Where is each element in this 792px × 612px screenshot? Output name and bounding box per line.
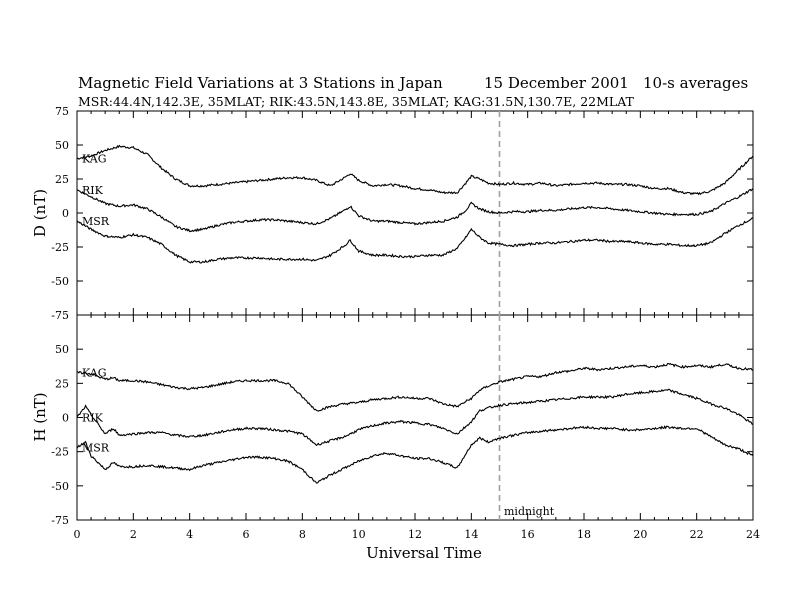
station-label-kag: KAG [82, 153, 107, 166]
station-label-rik: RIK [82, 184, 104, 197]
series-msr-h [76, 425, 754, 484]
station-label-msr: MSR [82, 215, 110, 228]
y-tick-label: 50 [55, 343, 69, 356]
x-tick-label: 12 [408, 528, 422, 541]
x-tick-label: 8 [299, 528, 306, 541]
x-tick-label: 10 [352, 528, 366, 541]
series-kag-d [76, 144, 754, 196]
x-tick-label: 20 [633, 528, 647, 541]
y-tick-label: -75 [51, 514, 69, 527]
y-tick-label: 50 [55, 139, 69, 152]
h-axis-label: H (nT) [31, 392, 49, 441]
x-tick-label: 16 [521, 528, 535, 541]
series-msr-d [76, 217, 754, 264]
panel-h-frame [76, 314, 754, 521]
y-tick-label: -50 [51, 480, 69, 493]
chart-date: 15 December 2001 [484, 74, 629, 92]
station-label-rik: RIK [82, 412, 104, 425]
d-axis-label: D (nT) [31, 189, 49, 237]
y-tick-label: -75 [51, 309, 69, 322]
chart-averaging: 10-s averages [643, 74, 748, 92]
x-tick-label: 24 [746, 528, 760, 541]
x-tick-label: 22 [690, 528, 704, 541]
x-tick-label: 2 [130, 528, 137, 541]
y-tick-label: -50 [51, 275, 69, 288]
x-tick-label: 14 [464, 528, 478, 541]
y-tick-label: 75 [55, 105, 69, 118]
y-tick-label: 0 [62, 412, 69, 425]
station-label-msr: MSR [82, 442, 110, 455]
y-tick-label: -25 [51, 446, 69, 459]
series-kag-h [76, 362, 754, 412]
midnight-annotation: midnight [504, 505, 555, 518]
station-label-kag: KAG [82, 366, 107, 379]
x-tick-label: 4 [186, 528, 193, 541]
x-axis-label: Universal Time [366, 544, 482, 562]
chart-subtitle: MSR:44.4N,142.3E, 35MLAT; RIK:43.5N,143.… [78, 94, 635, 109]
y-tick-label: 25 [55, 173, 69, 186]
y-tick-label: 0 [62, 207, 69, 220]
y-tick-label: -25 [51, 241, 69, 254]
y-tick-label: 25 [55, 377, 69, 390]
x-tick-label: 18 [577, 528, 591, 541]
series-rik-h [76, 388, 754, 447]
x-tick-label: 6 [243, 528, 250, 541]
x-tick-label: 0 [74, 528, 81, 541]
chart-marks: -75 -50 -25 0 25 50 75 KAG RIK MSR -75 -50 -25 0 25 50 0… [51, 105, 760, 541]
series-rik-d [76, 188, 754, 233]
chart-title: Magnetic Field Variations at 3 Stations … [78, 74, 443, 92]
